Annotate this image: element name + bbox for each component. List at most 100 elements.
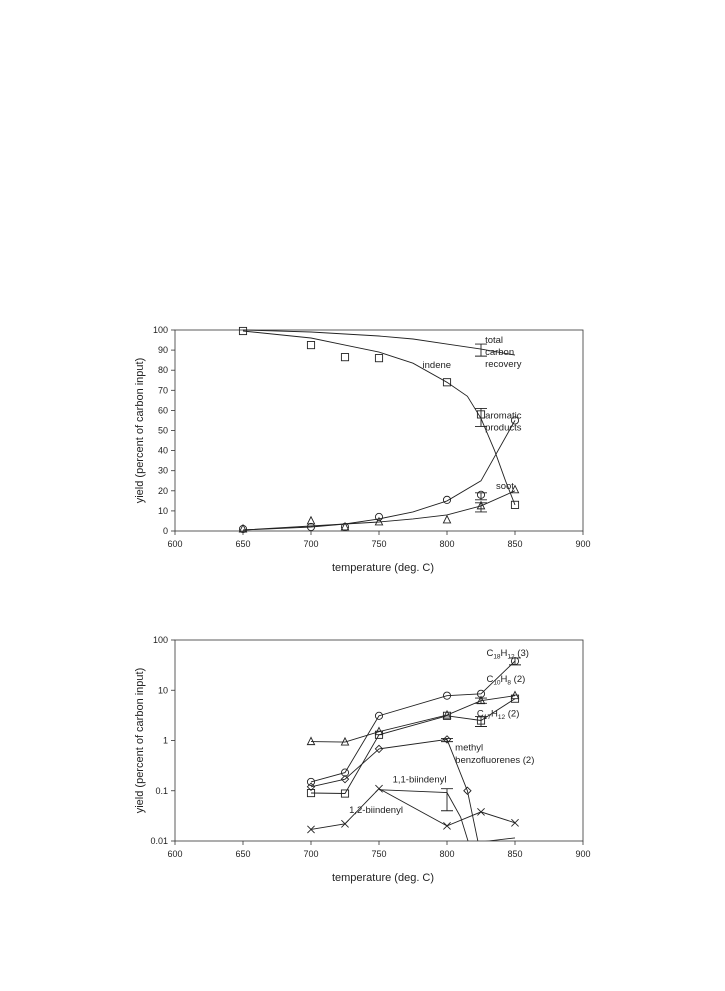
error-bar xyxy=(441,788,453,812)
annotation-label: total xyxy=(485,335,503,346)
data-point-circle xyxy=(374,711,384,720)
y-tick-label: 100 xyxy=(153,635,168,645)
data-point-circle xyxy=(442,691,452,700)
data-point-square xyxy=(238,326,248,336)
annotation-label: aromatic xyxy=(485,410,522,421)
data-point-triangle xyxy=(442,709,452,719)
data-point-triangle xyxy=(340,521,350,531)
x-tick-label: 600 xyxy=(167,539,182,549)
data-point-circle xyxy=(306,777,316,786)
annotation-label: 1,1-biindenyl xyxy=(393,775,447,786)
annotation-label: recovery xyxy=(485,359,522,370)
plot-area-frame xyxy=(174,329,584,532)
error-bar xyxy=(475,716,487,727)
y-tick-label: 0 xyxy=(163,526,168,536)
y-tick-label: 0.01 xyxy=(150,836,168,846)
error-bar xyxy=(441,737,453,743)
y-tick-label: 70 xyxy=(158,385,168,395)
data-point-triangle xyxy=(306,515,316,525)
x-tick-label: 650 xyxy=(235,849,250,859)
data-point-x xyxy=(307,825,315,834)
annotation-label: products xyxy=(485,423,522,434)
x-tick-label: 600 xyxy=(167,849,182,859)
data-point-triangle xyxy=(442,514,452,524)
data-point-diamond xyxy=(340,774,350,784)
data-point-square xyxy=(340,353,350,362)
series-line-square xyxy=(242,330,516,506)
series-line-x xyxy=(310,788,516,830)
chart-linear-yield: 600 650 700 750 800 850 900 0 10 20 30 40 50 60 70 80 90… xyxy=(134,325,591,574)
error-bar xyxy=(475,343,487,357)
data-point-square xyxy=(510,694,520,703)
data-point-triangle xyxy=(510,484,520,494)
x-tick-label: 800 xyxy=(439,849,454,859)
x-axis-title: temperature (deg. C) xyxy=(332,872,434,884)
data-point-square xyxy=(442,378,452,387)
x-tick-label: 850 xyxy=(507,539,522,549)
annotation-label: C18H12 (3) xyxy=(486,648,528,661)
series-line-none xyxy=(485,837,516,841)
data-point-triangle xyxy=(340,736,350,746)
data-point-diamond xyxy=(374,744,384,754)
x-tick-label: 900 xyxy=(575,849,590,859)
annotation-label: methyl xyxy=(455,743,483,754)
data-point-square xyxy=(510,500,520,509)
x-tick-label: 800 xyxy=(439,539,454,549)
data-point-x xyxy=(375,784,383,793)
error-bar xyxy=(475,492,487,501)
data-point-x xyxy=(341,819,349,828)
data-point-x xyxy=(477,807,485,816)
error-bar xyxy=(475,697,487,704)
series-line-none xyxy=(242,329,516,356)
series-line-diamond xyxy=(310,738,479,841)
data-point-square xyxy=(442,711,452,720)
data-point-square xyxy=(306,788,316,798)
data-point-square xyxy=(340,789,350,798)
y-axis-title: yield (percent of carbon input) xyxy=(134,358,146,504)
data-point-circle xyxy=(510,416,520,425)
y-tick-label: 50 xyxy=(158,426,168,436)
data-point-square xyxy=(374,354,384,363)
error-bar xyxy=(509,657,521,666)
series-line-triangle xyxy=(310,695,516,743)
annotation-label: benzofluorenes (2) xyxy=(455,755,534,766)
annotation-label: soot xyxy=(496,481,514,492)
series-line-triangle xyxy=(242,490,516,531)
y-tick-label: 90 xyxy=(158,345,168,355)
data-point-diamond xyxy=(306,782,316,792)
x-tick-label: 650 xyxy=(235,539,250,549)
x-tick-label: 750 xyxy=(371,849,386,859)
data-point-square xyxy=(374,730,384,739)
data-point-square xyxy=(306,341,316,350)
y-tick-label: 0.1 xyxy=(155,786,168,796)
x-tick-label: 850 xyxy=(507,849,522,859)
annotation-label: 1,2-biindenyl xyxy=(349,805,403,816)
data-point-circle xyxy=(374,512,384,521)
y-tick-label: 10 xyxy=(158,506,168,516)
x-tick-label: 900 xyxy=(575,539,590,549)
series-line-none xyxy=(378,789,469,841)
y-tick-label: 30 xyxy=(158,466,168,476)
y-tick-label: 60 xyxy=(158,405,168,415)
error-bar xyxy=(475,407,487,427)
series-line-circle xyxy=(310,660,516,783)
y-tick-label: 80 xyxy=(158,365,168,375)
data-point-diamond xyxy=(463,786,472,795)
y-tick-label: 40 xyxy=(158,446,168,456)
annotation-label: indene xyxy=(423,360,452,371)
data-point-circle xyxy=(442,495,452,504)
series-line-circle xyxy=(242,420,516,531)
error-bar xyxy=(475,502,487,513)
data-point-triangle xyxy=(374,516,384,526)
data-point-triangle xyxy=(306,736,316,746)
data-point-circle xyxy=(306,522,316,532)
y-axis-title: yield (percent of carbon input) xyxy=(134,668,146,814)
y-tick-label: 20 xyxy=(158,486,168,496)
data-point-x xyxy=(443,821,451,830)
annotation-label: carbon xyxy=(485,347,514,358)
x-tick-label: 700 xyxy=(303,539,318,549)
y-tick-label: 10 xyxy=(158,685,168,695)
data-point-triangle xyxy=(238,523,248,533)
x-tick-label: 700 xyxy=(303,849,318,859)
